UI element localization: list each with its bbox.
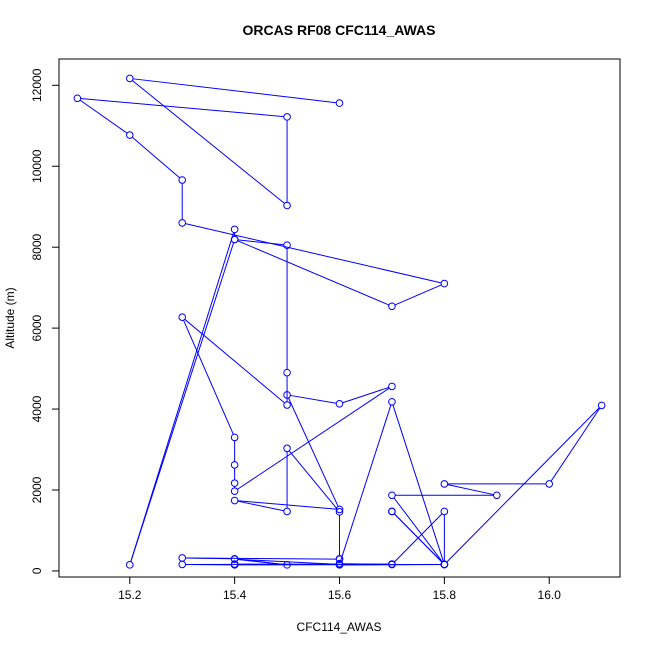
data-point (230, 479, 239, 487)
series-segment (237, 387, 390, 490)
data-point (440, 560, 449, 569)
data-point (283, 561, 291, 569)
data-point (545, 480, 554, 488)
x-axis: 15.2 15.4 15.6 15.8 16.0 (118, 576, 562, 602)
data-point (73, 94, 82, 103)
data-point (388, 507, 396, 516)
y-tick-label: 0 (30, 567, 44, 574)
series-segment (393, 497, 443, 563)
data-point (283, 113, 291, 121)
data-point (125, 561, 134, 569)
x-tick-label: 15.6 (328, 588, 352, 602)
data-point (230, 461, 239, 469)
y-axis: 0 2000 4000 6000 8000 10000 12000 (30, 68, 60, 574)
series-segment (446, 407, 600, 563)
y-tick-label: 6000 (30, 314, 44, 341)
data-point (125, 131, 134, 139)
series-segment (287, 397, 339, 507)
data-point (335, 399, 344, 408)
y-axis-label: Altitude (m) (3, 287, 17, 348)
data-point (335, 560, 344, 569)
data-point (230, 487, 239, 496)
data-point (335, 99, 344, 107)
y-tick-label: 8000 (30, 234, 44, 261)
data-point (178, 219, 187, 227)
data-point (388, 560, 396, 569)
data-point (440, 480, 449, 488)
series-segment (340, 404, 392, 562)
data-point (230, 560, 239, 568)
data-point (178, 176, 187, 184)
data-point (283, 507, 291, 516)
data-point (230, 496, 239, 505)
data-point (597, 401, 606, 410)
data-point (178, 313, 187, 321)
series-segment (392, 404, 444, 562)
x-tick-label: 16.0 (538, 588, 562, 602)
y-tick-label: 12000 (30, 68, 44, 102)
data-point (388, 382, 396, 391)
data-point (283, 444, 291, 453)
series-segment (237, 559, 284, 566)
data-point (335, 555, 344, 563)
chart-title: ORCAS RF08 CFC114_AWAS (243, 22, 436, 38)
data-point (388, 302, 396, 311)
series-segment (185, 223, 442, 284)
series-segment (130, 242, 235, 562)
series-segment (132, 78, 337, 104)
data-point (230, 225, 239, 234)
series-segment (131, 136, 181, 179)
data-point (335, 508, 344, 516)
series-segment (237, 240, 390, 306)
series-segment (550, 407, 601, 482)
data-point (388, 491, 396, 500)
data-point (440, 279, 449, 288)
data-point (283, 201, 291, 210)
series-segment (79, 99, 128, 134)
series-segment (342, 386, 389, 404)
data-point (283, 401, 291, 409)
series-segment (447, 484, 494, 496)
series-segment (237, 239, 284, 246)
data-point (125, 74, 134, 83)
series-segment (237, 500, 284, 512)
data-point (283, 391, 291, 399)
data-point (230, 235, 239, 244)
data-point (178, 560, 187, 569)
data-point (283, 241, 291, 249)
x-axis-label: CFC114_AWAS (297, 620, 382, 634)
series-segment (393, 513, 443, 563)
series-segment (80, 98, 284, 118)
data-point (283, 368, 291, 377)
y-tick-label: 10000 (30, 149, 44, 183)
series-segment (185, 557, 232, 560)
y-tick-label: 2000 (30, 476, 44, 503)
series-segment (290, 394, 337, 404)
series-segment (184, 318, 285, 404)
series-segment (183, 320, 234, 435)
y-tick-label: 4000 (30, 395, 44, 422)
series-segment (288, 450, 338, 510)
series-segment (394, 284, 442, 306)
data-point (335, 505, 344, 514)
data-point (440, 507, 449, 516)
series-segment (342, 563, 389, 565)
data-point (230, 555, 239, 563)
series-segment (130, 232, 235, 562)
data-point (492, 491, 501, 500)
series-segment (132, 80, 285, 204)
data-point (230, 433, 239, 442)
x-tick-label: 15.4 (223, 588, 247, 602)
x-tick-label: 15.2 (118, 588, 142, 602)
data-point (388, 397, 396, 406)
x-tick-label: 15.8 (433, 588, 457, 602)
series-layer (73, 74, 606, 569)
